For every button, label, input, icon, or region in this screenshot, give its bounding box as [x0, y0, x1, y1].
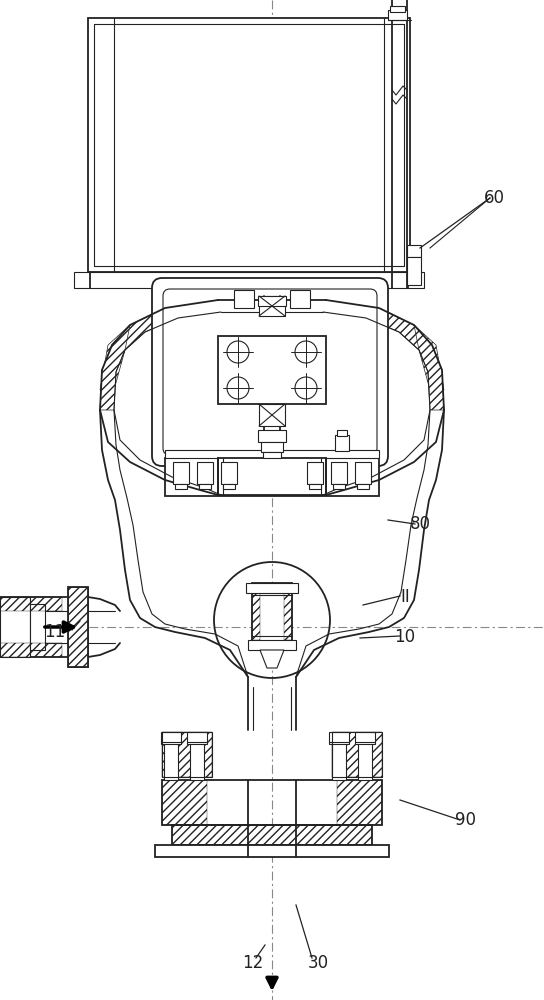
FancyBboxPatch shape [152, 278, 388, 466]
Polygon shape [414, 325, 444, 410]
Bar [333, 484, 345, 489]
Bar [358, 742, 372, 780]
Text: 30: 30 [307, 954, 329, 972]
Bar [172, 825, 372, 845]
Bar [258, 430, 286, 442]
Bar [284, 591, 292, 640]
Bar [335, 435, 349, 451]
Bar [162, 732, 212, 777]
Bar [290, 290, 310, 308]
Text: 10: 10 [394, 628, 416, 646]
Circle shape [295, 377, 317, 399]
Bar [165, 450, 379, 458]
Bar [88, 18, 410, 272]
Circle shape [295, 341, 317, 363]
Bar [221, 462, 237, 484]
Bar [0, 643, 62, 657]
Bar [332, 732, 382, 777]
Text: II: II [400, 588, 410, 606]
Bar [190, 742, 204, 780]
Text: 11: 11 [45, 623, 66, 641]
Bar [199, 484, 211, 489]
Bar [259, 404, 285, 426]
Bar [155, 845, 389, 857]
Polygon shape [100, 325, 130, 410]
Bar [0, 597, 62, 611]
Bar [218, 458, 326, 495]
Bar [161, 732, 181, 744]
Polygon shape [260, 650, 284, 668]
Bar [252, 583, 292, 648]
Bar [197, 462, 213, 484]
Bar [261, 442, 283, 452]
Bar [30, 604, 45, 650]
Text: 12: 12 [243, 954, 264, 972]
Bar [390, 6, 405, 12]
Text: 60: 60 [484, 189, 504, 207]
Bar [172, 825, 372, 845]
Bar [248, 640, 296, 650]
Bar [218, 336, 326, 404]
Polygon shape [323, 300, 444, 390]
Bar [164, 742, 178, 780]
Bar [234, 290, 254, 308]
Bar [407, 257, 421, 285]
Bar [162, 732, 212, 777]
Bar [332, 742, 346, 780]
Bar [407, 245, 421, 257]
Bar [337, 430, 347, 436]
Bar [258, 296, 286, 306]
Bar [307, 462, 323, 484]
Bar [252, 591, 260, 640]
Bar [162, 780, 207, 825]
Bar [246, 583, 298, 593]
Bar [332, 732, 382, 777]
Bar [355, 462, 371, 484]
Bar [329, 732, 349, 744]
Bar [331, 462, 347, 484]
Bar [68, 587, 88, 667]
Bar [165, 458, 379, 496]
Bar [0, 597, 30, 657]
Bar [357, 484, 369, 489]
Circle shape [227, 377, 249, 399]
Bar [173, 462, 189, 484]
Bar [388, 10, 407, 20]
Text: 80: 80 [410, 515, 430, 533]
Bar [68, 587, 88, 667]
Bar [355, 732, 375, 744]
Polygon shape [100, 300, 221, 390]
Bar [187, 732, 207, 744]
Bar [259, 296, 285, 316]
Bar [162, 780, 382, 825]
Bar [223, 484, 235, 489]
Text: 90: 90 [454, 811, 475, 829]
Bar [263, 452, 281, 458]
Circle shape [227, 341, 249, 363]
Bar [175, 484, 187, 489]
Bar [337, 780, 382, 825]
Bar [74, 272, 424, 288]
Bar [309, 484, 321, 489]
